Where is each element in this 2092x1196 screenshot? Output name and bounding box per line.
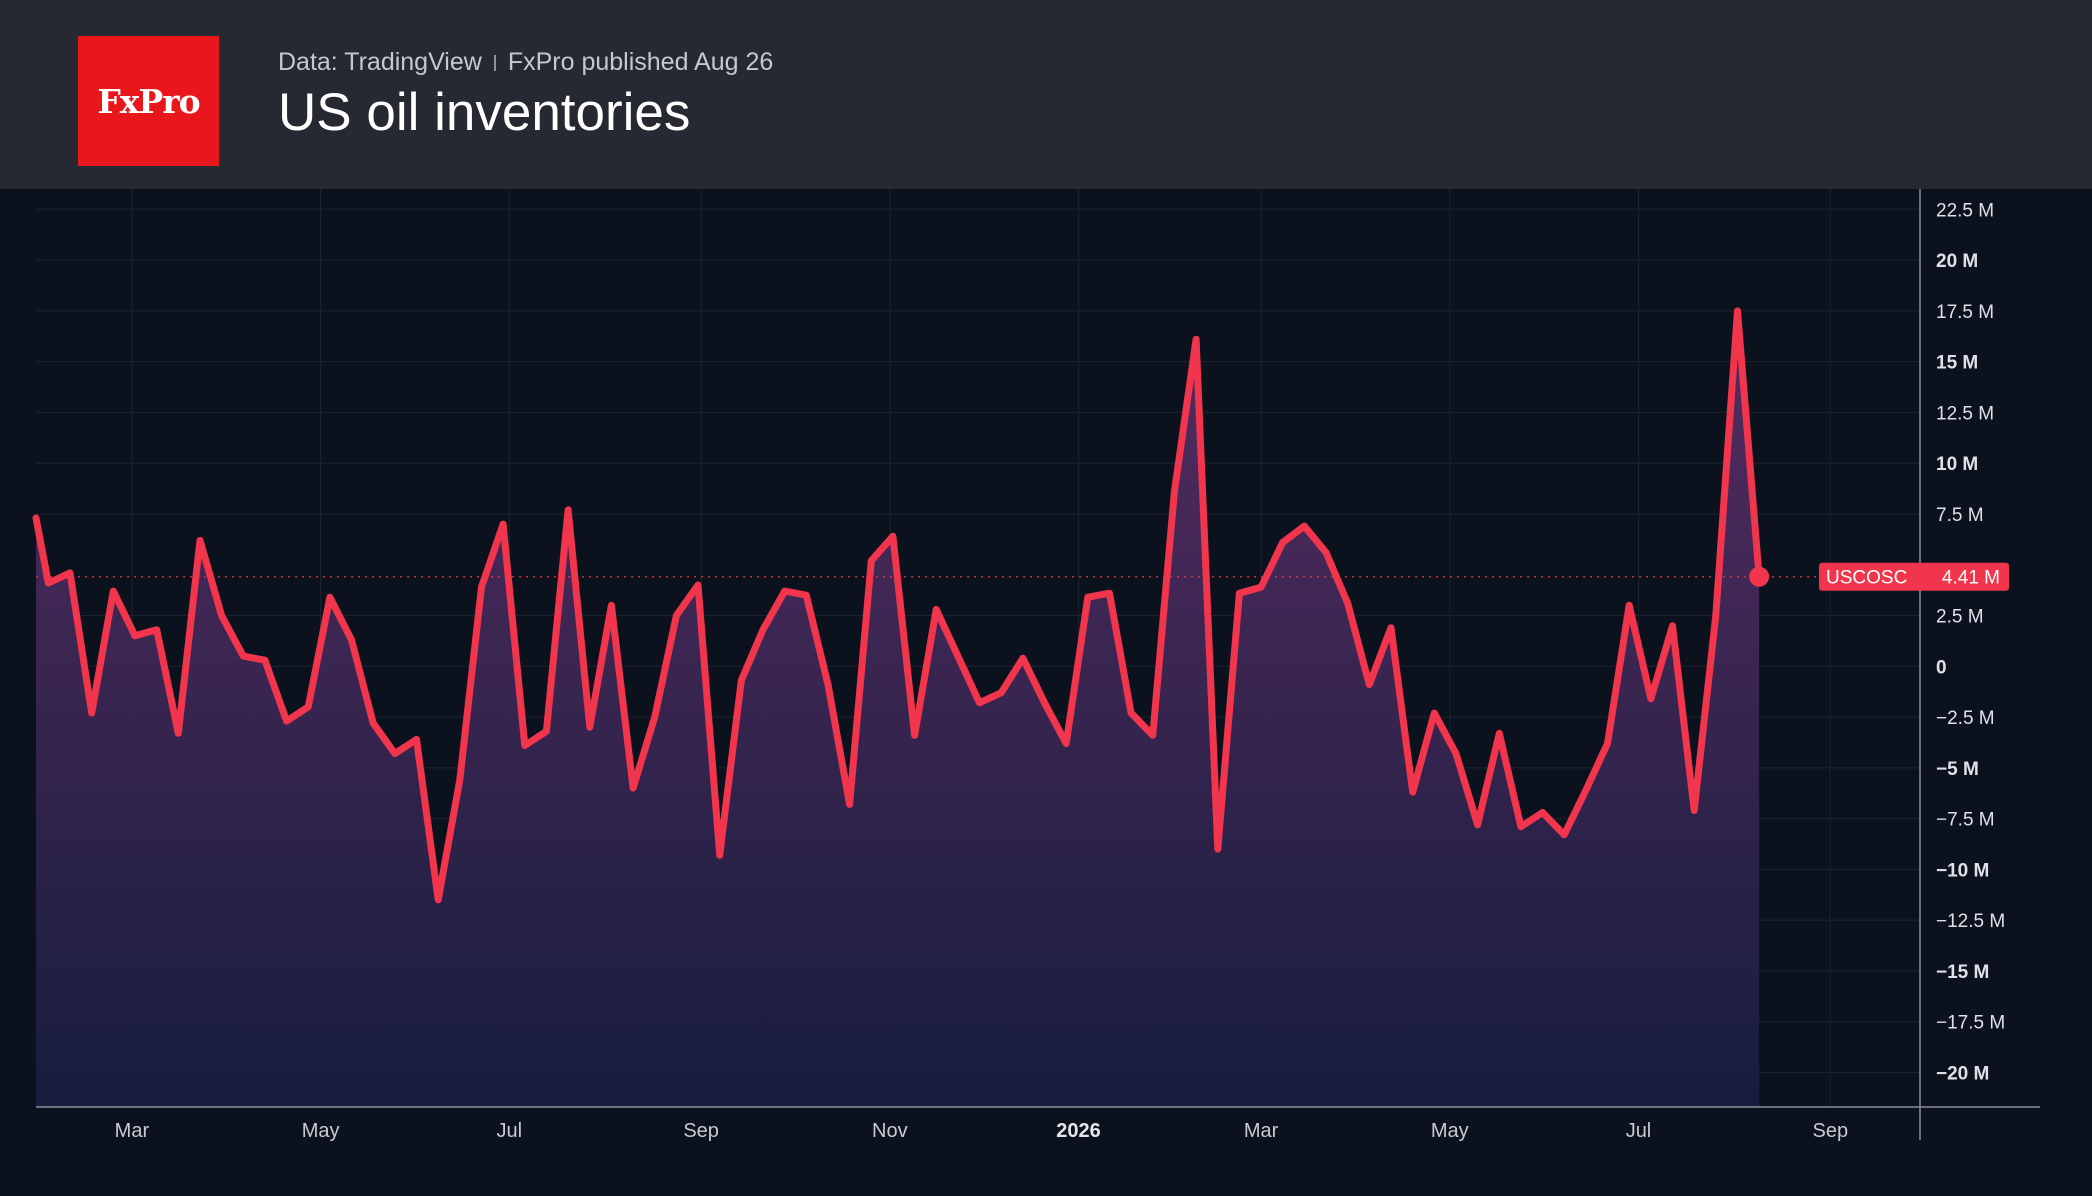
series-area-fill	[36, 310, 1760, 1107]
x-tick-label: Sep	[683, 1120, 719, 1142]
series-name-label: USCOSC	[1826, 568, 1907, 589]
y-tick-label: −2.5 M	[1936, 708, 1995, 729]
y-tick-label: −15 M	[1936, 962, 1989, 983]
series-line	[32, 307, 1763, 904]
last-value-tag	[1819, 562, 2009, 591]
y-tick-label: 15 M	[1936, 353, 1978, 374]
x-tick-label: May	[302, 1120, 340, 1142]
logo-text: FxPro	[97, 81, 200, 121]
fxpro-logo: FxPro	[78, 36, 219, 166]
y-tick-label: 0	[1936, 657, 1947, 678]
y-tick-label: 12.5 M	[1936, 403, 1994, 424]
x-tick-label: Nov	[872, 1120, 908, 1142]
y-tick-label: 22.5 M	[1936, 200, 1994, 221]
header-bar: FxPro Data: TradingView FxPro published …	[0, 0, 2092, 189]
last-value-marker	[1749, 566, 1770, 587]
y-tick-label: 2.5 M	[1936, 607, 1984, 628]
y-tick-label: 10 M	[1936, 454, 1978, 475]
separator	[493, 54, 496, 71]
y-tick-label: −7.5 M	[1936, 810, 1995, 831]
x-tick-label: 2026	[1056, 1120, 1101, 1142]
source-line: Data: TradingView FxPro published Aug 26	[278, 48, 773, 77]
x-tick-label: Mar	[1244, 1120, 1279, 1142]
y-tick-label: −5 M	[1936, 759, 1979, 780]
x-tick-label: Mar	[115, 1120, 150, 1142]
data-source: Data: TradingView	[278, 48, 482, 76]
x-tick-label: May	[1431, 1120, 1469, 1142]
y-tick-label: −20 M	[1936, 1063, 1989, 1084]
chart-title: US oil inventories	[278, 83, 691, 142]
y-tick-label: 17.5 M	[1936, 302, 1994, 323]
x-tick-label: Jul	[1626, 1120, 1652, 1142]
y-tick-label: 7.5 M	[1936, 505, 1984, 526]
x-tick-label: Jul	[497, 1120, 523, 1142]
publish-info: FxPro published Aug 26	[507, 48, 774, 76]
x-tick-label: Sep	[1812, 1120, 1848, 1142]
y-tick-label: 20 M	[1936, 251, 1978, 272]
y-tick-label: −17.5 M	[1936, 1013, 2005, 1034]
last-value-label: 4.41 M	[1942, 568, 2000, 589]
y-tick-label: −12.5 M	[1936, 911, 2005, 932]
y-tick-label: −10 M	[1936, 860, 1989, 881]
